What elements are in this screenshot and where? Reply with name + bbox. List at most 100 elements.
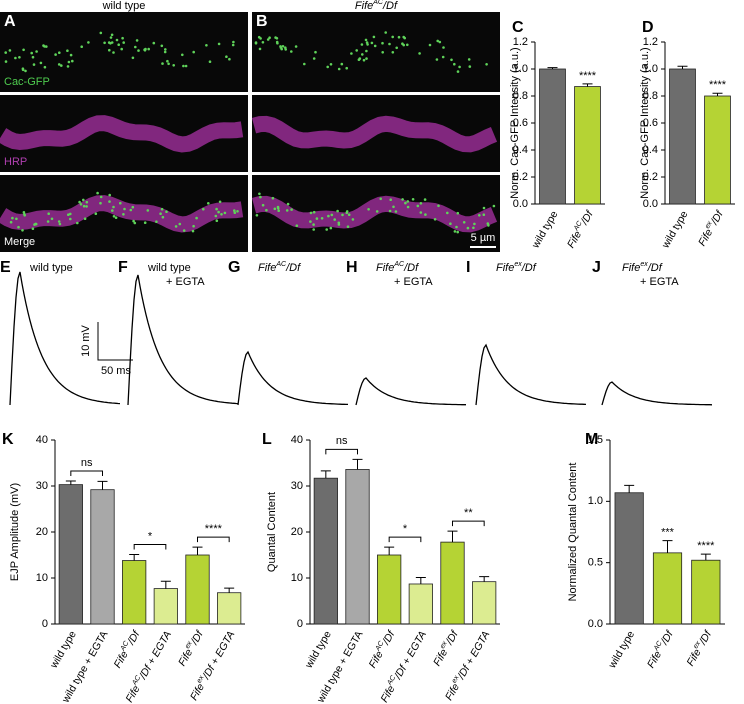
significance-label: ** <box>464 507 473 519</box>
y-tick-label: 0.8 <box>643 90 658 102</box>
cac-gfp-punctum <box>312 57 316 60</box>
cac-gfp-punctum <box>233 209 236 212</box>
cac-gfp-punctum <box>309 220 312 223</box>
y-axis-label: Norm. Cac-GFP Intensity (a.u.) <box>509 47 521 198</box>
y-tick-label: 40 <box>291 434 303 446</box>
cac-gfp-punctum <box>214 214 218 218</box>
significance-label: **** <box>709 79 727 91</box>
error-bar <box>129 554 140 561</box>
cac-gfp-punctum <box>215 207 218 211</box>
cac-gfp-punctum <box>14 56 17 60</box>
cac-gfp-punctum <box>195 216 198 220</box>
cac-gfp-punctum <box>137 49 140 52</box>
cac-gfp-punctum <box>391 35 395 39</box>
y-tick-label: 0.0 <box>513 198 528 210</box>
cac-gfp-punctum <box>406 43 409 47</box>
cac-gfp-punctum <box>46 220 50 223</box>
cac-gfp-punctum <box>182 229 186 232</box>
epsp-trace <box>601 381 713 406</box>
cac-gfp-punctum <box>276 207 280 210</box>
trace-title: + EGTA <box>394 276 433 288</box>
cac-gfp-punctum <box>401 198 404 201</box>
category-label: wild type <box>606 629 637 671</box>
cac-gfp-punctum <box>135 39 139 42</box>
cac-gfp-punctum <box>391 51 395 54</box>
panel-title: FifeAC/Df <box>355 0 398 12</box>
cac-gfp-punctum <box>131 56 135 60</box>
cac-gfp-punctum <box>108 48 111 52</box>
significance-label: ns <box>81 457 93 469</box>
cac-gfp-punctum <box>87 41 90 44</box>
channel-label: Cac-GFP <box>4 76 50 88</box>
cac-gfp-punctum <box>99 31 103 35</box>
cac-gfp-punctum <box>274 36 277 39</box>
cac-gfp-punctum <box>329 226 333 230</box>
error-bar <box>447 530 458 543</box>
cac-gfp-punctum <box>290 50 293 53</box>
cac-gfp-punctum <box>419 202 423 205</box>
cac-gfp-punctum <box>161 62 164 65</box>
category-label: FifeAC/Df <box>644 627 676 670</box>
cac-gfp-punctum <box>364 38 368 42</box>
cac-gfp-punctum <box>468 65 472 68</box>
cac-gfp-punctum <box>146 209 150 212</box>
error-bar <box>677 65 688 69</box>
cac-gfp-punctum <box>236 210 239 213</box>
cac-gfp-punctum <box>54 53 57 56</box>
cac-gfp-punctum <box>82 198 85 202</box>
y-tick-label: 20 <box>291 526 303 538</box>
y-tick-label: 1.0 <box>643 63 658 75</box>
bar <box>704 95 731 205</box>
cac-gfp-punctum <box>375 210 379 213</box>
cac-gfp-punctum <box>160 44 164 48</box>
category-label: FifeAC/Df <box>366 627 398 670</box>
channel-label: Merge <box>4 236 35 248</box>
cac-gfp-punctum <box>424 213 427 216</box>
y-tick-label: 0.2 <box>513 171 528 183</box>
cac-gfp-punctum <box>111 209 114 212</box>
cac-gfp-punctum <box>351 218 355 221</box>
category-label: Fifeex/Df <box>175 627 206 668</box>
error-bar <box>712 92 723 96</box>
cac-gfp-punctum <box>220 213 223 216</box>
cac-gfp-punctum <box>438 40 442 44</box>
cac-gfp-punctum <box>458 65 461 69</box>
panel-letter: J <box>592 259 601 276</box>
cac-gfp-punctum <box>286 202 290 206</box>
panel-letter: C <box>512 19 524 36</box>
cac-gfp-punctum <box>23 214 27 217</box>
cac-gfp-punctum <box>281 45 285 48</box>
cac-gfp-punctum <box>43 65 47 69</box>
cac-gfp-punctum <box>225 55 228 58</box>
cac-gfp-punctum <box>404 201 407 205</box>
cac-gfp-punctum <box>217 210 220 214</box>
cac-gfp-punctum <box>218 200 222 204</box>
cac-gfp-punctum <box>402 35 406 39</box>
cac-gfp-punctum <box>330 213 334 217</box>
cac-gfp-punctum <box>303 62 306 66</box>
panel-letter: M <box>585 431 598 448</box>
cac-gfp-punctum <box>155 220 158 223</box>
cac-gfp-punctum <box>257 35 261 39</box>
scale-y-label: 10 mV <box>80 324 92 356</box>
cac-gfp-punctum <box>406 205 410 209</box>
cac-gfp-punctum <box>309 211 313 215</box>
cac-gfp-punctum <box>112 51 115 54</box>
trace-scale-bar <box>97 322 133 361</box>
category-label: Fifeex/Df <box>430 627 461 668</box>
cac-gfp-punctum <box>192 50 195 54</box>
cac-gfp-punctum <box>108 193 111 197</box>
cac-gfp-punctum <box>231 43 235 47</box>
cac-gfp-punctum <box>373 44 377 48</box>
cac-gfp-punctum <box>57 220 61 223</box>
cac-gfp-punctum <box>485 63 488 66</box>
cac-gfp-punctum <box>294 45 298 48</box>
error-bar <box>415 577 426 584</box>
cac-gfp-punctum <box>202 207 205 211</box>
y-tick-label: 1.2 <box>513 36 528 48</box>
cac-gfp-punctum <box>315 217 319 220</box>
error-bar <box>384 546 395 555</box>
cac-gfp-punctum <box>15 217 18 221</box>
cac-gfp-punctum <box>191 229 195 233</box>
cac-gfp-punctum <box>487 224 490 227</box>
